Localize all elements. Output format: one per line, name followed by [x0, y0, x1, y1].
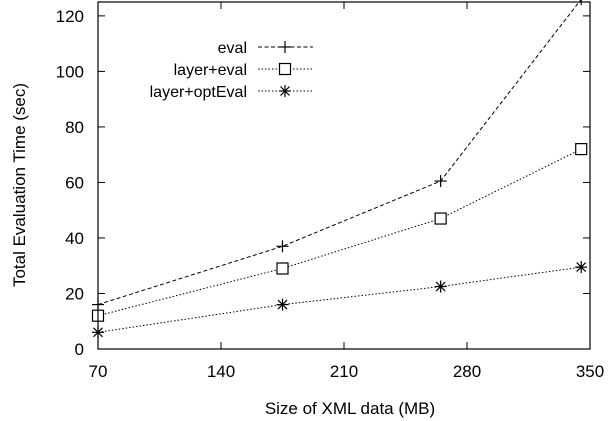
x-axis-label: Size of XML data (MB) — [265, 399, 435, 418]
legend-marker — [278, 62, 292, 76]
data-point — [276, 262, 289, 275]
legend-label: layer+optEval — [150, 84, 247, 101]
legend-marker — [279, 85, 291, 97]
y-tick-label: 120 — [56, 7, 84, 26]
y-tick-label: 0 — [75, 340, 84, 359]
data-point — [434, 280, 447, 293]
x-tick-label: 350 — [576, 362, 604, 381]
y-axis-label: Total Evaluation Time (sec) — [10, 83, 29, 287]
plot-area — [91, 0, 588, 339]
data-point — [434, 212, 447, 225]
data-point — [434, 175, 447, 188]
x-tick-label: 70 — [89, 362, 108, 381]
data-point — [575, 261, 588, 274]
series-line-eval — [97, 0, 582, 306]
axes: 70 140 210 280 350 0 20 40 60 80 100 120 — [56, 1, 604, 381]
series-line-layer-opteval — [97, 266, 582, 333]
y-tick-label: 80 — [65, 118, 84, 137]
data-point — [575, 143, 588, 156]
y-tick-label: 40 — [65, 229, 84, 248]
y-tick-label: 100 — [56, 62, 84, 81]
plot-frame — [97, 1, 591, 350]
x-tick-label: 140 — [207, 362, 235, 381]
x-tick-label: 210 — [330, 362, 358, 381]
y-tick-label: 20 — [65, 284, 84, 303]
legend: eval layer+eval layer+optEval — [150, 40, 313, 101]
data-point — [276, 240, 289, 253]
data-point — [580, 0, 582, 6]
series-line-layer-eval — [97, 148, 582, 317]
legend-marker — [279, 41, 291, 53]
y-tick-label: 60 — [65, 173, 84, 192]
x-tick-label: 280 — [453, 362, 481, 381]
legend-label: layer+eval — [174, 62, 247, 79]
legend-label: eval — [218, 40, 247, 57]
data-point — [276, 298, 289, 311]
